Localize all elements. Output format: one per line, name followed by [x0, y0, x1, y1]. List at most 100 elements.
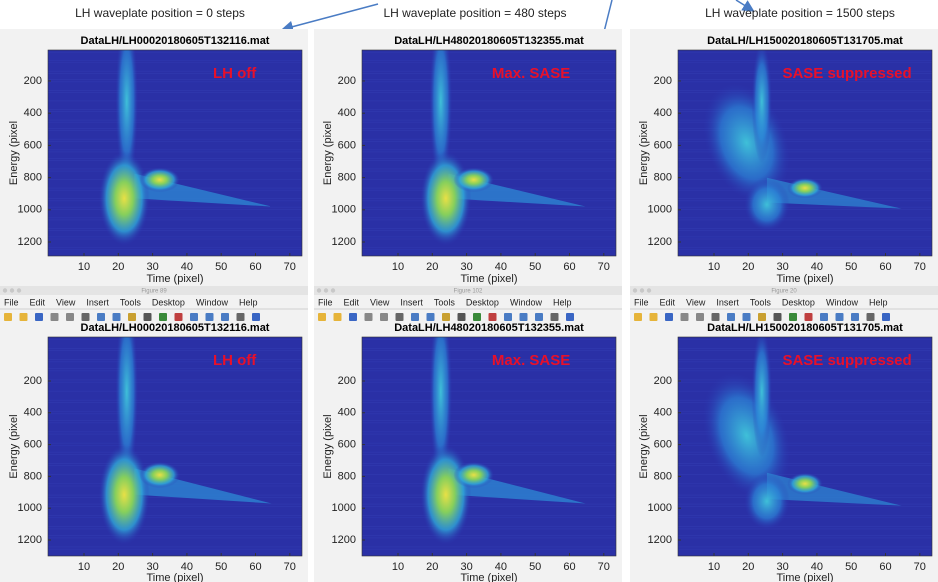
toolbar-icon[interactable] [395, 313, 404, 321]
toolbar-icon[interactable] [851, 313, 859, 321]
menu-item[interactable]: Window [196, 297, 229, 307]
y-tick-label: 1000 [18, 502, 42, 514]
y-tick-label: 600 [654, 439, 672, 451]
toolbar-icon[interactable] [457, 313, 466, 321]
toolbar-icon[interactable] [81, 313, 90, 321]
toolbar-icon[interactable] [159, 313, 167, 321]
menu-item[interactable]: Tools [750, 297, 772, 307]
menu-item[interactable]: Insert [400, 297, 423, 307]
y-tick-label: 400 [654, 107, 672, 119]
menu-item[interactable]: Desktop [152, 297, 185, 307]
toolbar-icon[interactable] [411, 313, 419, 321]
toolbar-icon[interactable] [665, 313, 673, 321]
x-tick-label: 60 [249, 261, 261, 273]
y-tick-label: 1200 [18, 236, 42, 248]
toolbar-icon[interactable] [488, 313, 497, 321]
toolbar-icon[interactable] [174, 313, 183, 321]
menu-item[interactable]: Edit [660, 297, 676, 307]
y-tick-label: 1200 [648, 534, 672, 546]
heatmap [362, 337, 616, 556]
toolbar-icon[interactable] [820, 313, 828, 321]
toolbar-icon[interactable] [19, 313, 28, 321]
toolbar-icon[interactable] [442, 313, 450, 321]
toolbar-icon[interactable] [680, 313, 689, 321]
menu-item[interactable]: Window [826, 297, 859, 307]
toolbar-icon[interactable] [727, 313, 735, 321]
menu-item[interactable]: File [634, 297, 649, 307]
panel-title: DataLH/LH00020180605T132116.mat [81, 322, 270, 334]
menu-item[interactable]: Help [239, 297, 258, 307]
menu-item[interactable]: File [4, 297, 19, 307]
toolbar-icon[interactable] [804, 313, 813, 321]
x-tick-label: 40 [181, 561, 193, 573]
toolbar-icon[interactable] [252, 313, 260, 321]
y-tick-label: 800 [654, 172, 672, 184]
window-button [16, 288, 22, 293]
menu-item[interactable]: File [318, 297, 333, 307]
toolbar-icon[interactable] [835, 313, 844, 321]
menu-item[interactable]: Window [510, 297, 543, 307]
toolbar-icon[interactable] [649, 313, 658, 321]
toolbar-icon[interactable] [380, 313, 388, 321]
toolbar-icon[interactable] [221, 313, 229, 321]
toolbar-icon[interactable] [4, 313, 12, 321]
menu-item[interactable]: Help [869, 297, 888, 307]
menu-item[interactable]: Tools [434, 297, 456, 307]
x-tick-label: 60 [249, 561, 261, 573]
menu-item[interactable]: Help [553, 297, 572, 307]
toolbar-icon[interactable] [773, 313, 782, 321]
menu-item[interactable]: Insert [716, 297, 739, 307]
toolbar-icon[interactable] [190, 313, 198, 321]
plot-frame [47, 336, 303, 557]
x-tick-label: 30 [146, 261, 158, 273]
heatmap-blob [420, 150, 472, 246]
toolbar-icon[interactable] [473, 313, 481, 321]
toolbar-icon[interactable] [504, 313, 512, 321]
window-button [9, 288, 15, 293]
y-tick-label: 200 [24, 375, 42, 387]
toolbar-icon[interactable] [66, 313, 74, 321]
toolbar-icon[interactable] [758, 313, 766, 321]
toolbar-icon[interactable] [333, 313, 342, 321]
toolbar-icon[interactable] [364, 313, 373, 321]
toolbar-icon[interactable] [696, 313, 704, 321]
menu-item[interactable]: View [686, 297, 706, 307]
menu-item[interactable]: Desktop [466, 297, 499, 307]
toolbar-icon[interactable] [535, 313, 543, 321]
toolbar-icon[interactable] [205, 313, 214, 321]
y-tick-label: 600 [654, 139, 672, 151]
plot-frame [677, 336, 933, 557]
menu-item[interactable]: Insert [86, 297, 109, 307]
toolbar-icon[interactable] [97, 313, 105, 321]
menu-item[interactable]: Edit [344, 297, 360, 307]
heatmap-blob [453, 167, 495, 193]
toolbar-icon[interactable] [634, 313, 642, 321]
menu-item[interactable]: View [56, 297, 76, 307]
toolbar-icon[interactable] [519, 313, 528, 321]
y-tick-label: 200 [338, 375, 356, 387]
x-tick-label: 10 [708, 561, 720, 573]
toolbar-icon[interactable] [882, 313, 890, 321]
menu-item[interactable]: Edit [30, 297, 46, 307]
x-tick-label: 20 [426, 261, 438, 273]
toolbar-icon[interactable] [426, 313, 435, 321]
toolbar-icon[interactable] [112, 313, 121, 321]
toolbar-icon[interactable] [742, 313, 751, 321]
menu-item[interactable]: Desktop [782, 297, 815, 307]
toolbar-icon[interactable] [789, 313, 797, 321]
toolbar-icon[interactable] [318, 313, 326, 321]
y-tick-label: 1200 [332, 236, 356, 248]
menu-item[interactable]: Tools [120, 297, 142, 307]
toolbar-icon[interactable] [866, 313, 875, 321]
toolbar-icon[interactable] [236, 313, 245, 321]
toolbar-icon[interactable] [349, 313, 357, 321]
window-title: Figure 102 [454, 289, 483, 295]
toolbar-icon[interactable] [50, 313, 59, 321]
toolbar-icon[interactable] [128, 313, 136, 321]
toolbar-icon[interactable] [711, 313, 720, 321]
toolbar-icon[interactable] [143, 313, 152, 321]
toolbar-icon[interactable] [35, 313, 43, 321]
menu-item[interactable]: View [370, 297, 390, 307]
toolbar-icon[interactable] [566, 313, 574, 321]
toolbar-icon[interactable] [550, 313, 559, 321]
